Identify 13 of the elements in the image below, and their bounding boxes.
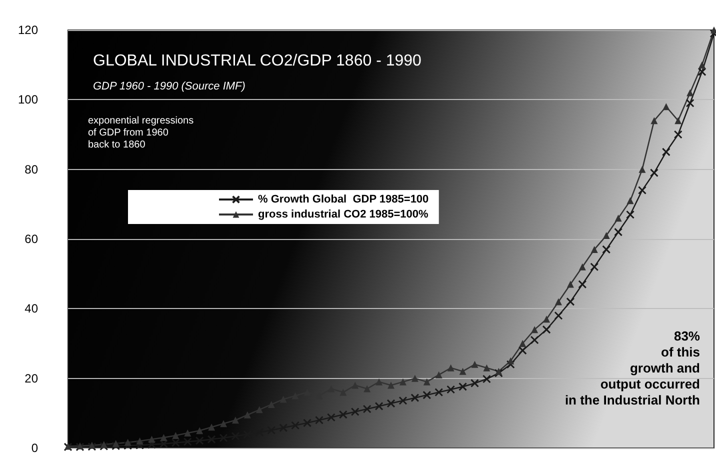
text: GLOBAL INDUSTRIAL CO2/GDP 1860 - 1990 [93, 52, 422, 70]
y-tick-label: 40 [24, 302, 38, 316]
y-tick-label: 80 [24, 162, 38, 176]
annotation: exponential regressions of GDP from 1960 back to 1860 [88, 116, 194, 150]
legend-label: % Growth Global GDP 1985=100 [258, 194, 429, 206]
y-tick-label: 20 [24, 371, 38, 386]
y-tick-label: 120 [18, 23, 38, 37]
text: GDP 1960 - 1990 (Source IMF) [93, 80, 246, 92]
annotation: 83% of this growth and output occurred in the Industrial North [564, 328, 700, 408]
y-tick-label: 0 [31, 441, 38, 455]
legend-label: gross industrial CO2 1985=100% [258, 208, 428, 220]
y-tick-label: 60 [24, 232, 38, 246]
y-tick-label: 100 [18, 92, 38, 107]
